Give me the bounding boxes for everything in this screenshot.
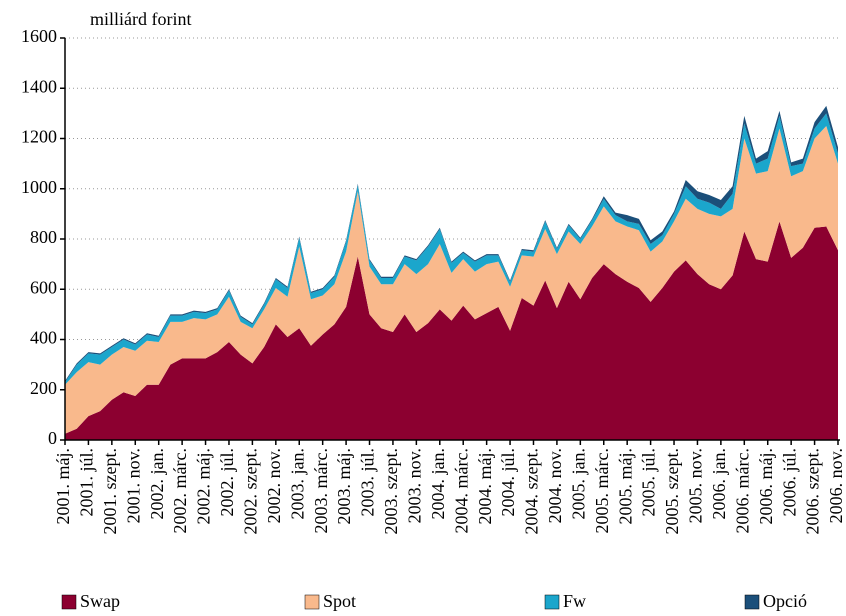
area [65, 113, 838, 385]
legend-swatch [61, 594, 77, 610]
x-tick-label: 2003. júl. [358, 448, 378, 517]
legend-label: Fw [563, 591, 586, 611]
x-tick-label: 2001. nov. [123, 448, 143, 523]
x-tick-label: 2003. szept. [381, 448, 401, 534]
x-tick-label: 2002. nov. [264, 448, 284, 523]
legend-label: Opció [763, 591, 807, 611]
x-tick-label: 2002. jan. [147, 448, 167, 520]
x-tick-label: 2004. nov. [545, 448, 565, 523]
x-tick-label: 2002. márc. [170, 448, 190, 533]
y-axis-label: milliárd forint [90, 9, 191, 29]
y-tick-label: 0 [48, 428, 57, 448]
x-tick-label: 2002. júl. [217, 448, 237, 517]
x-tick-label: 2006. nov. [826, 448, 846, 523]
y-tick-label: 600 [30, 277, 57, 297]
x-tick-label: 2003. márc. [311, 448, 331, 533]
y-tick-label: 1600 [21, 26, 57, 46]
x-tick-label: 2002. máj. [194, 448, 214, 525]
x-tick-label: 2006. júl. [779, 448, 799, 517]
x-tick-label: 2006. márc. [732, 448, 752, 533]
x-tick-label: 2004. márc. [451, 448, 471, 533]
legend-swatch [304, 594, 320, 610]
legend-swatch [744, 594, 760, 610]
y-tick-label: 800 [30, 227, 57, 247]
x-tick-label: 2003. máj. [334, 448, 354, 525]
y-tick-label: 1200 [21, 127, 57, 147]
y-tick-label: 200 [30, 378, 57, 398]
x-tick-label: 2004. máj. [475, 448, 495, 525]
x-tick-label: 2006. jan. [709, 448, 729, 520]
legend-swatch [544, 594, 560, 610]
x-tick-label: 2005. márc. [592, 448, 612, 533]
legend-label: Spot [323, 591, 356, 611]
x-tick-label: 2001. júl. [77, 448, 97, 517]
legend-label: Swap [80, 591, 120, 611]
x-tick-label: 2005. jan. [568, 448, 588, 520]
x-tick-label: 2003. nov. [404, 448, 424, 523]
x-tick-label: 2001. szept. [100, 448, 120, 534]
x-tick-label: 2005. júl. [639, 448, 659, 517]
x-tick-label: 2002. szept. [241, 448, 261, 534]
area [65, 125, 838, 434]
y-tick-label: 1400 [21, 76, 57, 96]
x-tick-label: 2006. szept. [803, 448, 823, 534]
x-tick-label: 2004. jan. [428, 448, 448, 520]
x-tick-label: 2003. jan. [287, 448, 307, 520]
x-tick-label: 2004. szept. [522, 448, 542, 534]
y-tick-label: 1000 [21, 177, 57, 197]
x-tick-label: 2004. júl. [498, 448, 518, 517]
area [65, 221, 838, 440]
x-tick-label: 2005. nov. [686, 448, 706, 523]
x-tick-label: 2005. máj. [615, 448, 635, 525]
y-tick-label: 400 [30, 328, 57, 348]
x-tick-label: 2006. máj. [756, 448, 776, 525]
x-tick-label: 2001. máj. [53, 448, 73, 525]
x-tick-label: 2005. szept. [662, 448, 682, 534]
